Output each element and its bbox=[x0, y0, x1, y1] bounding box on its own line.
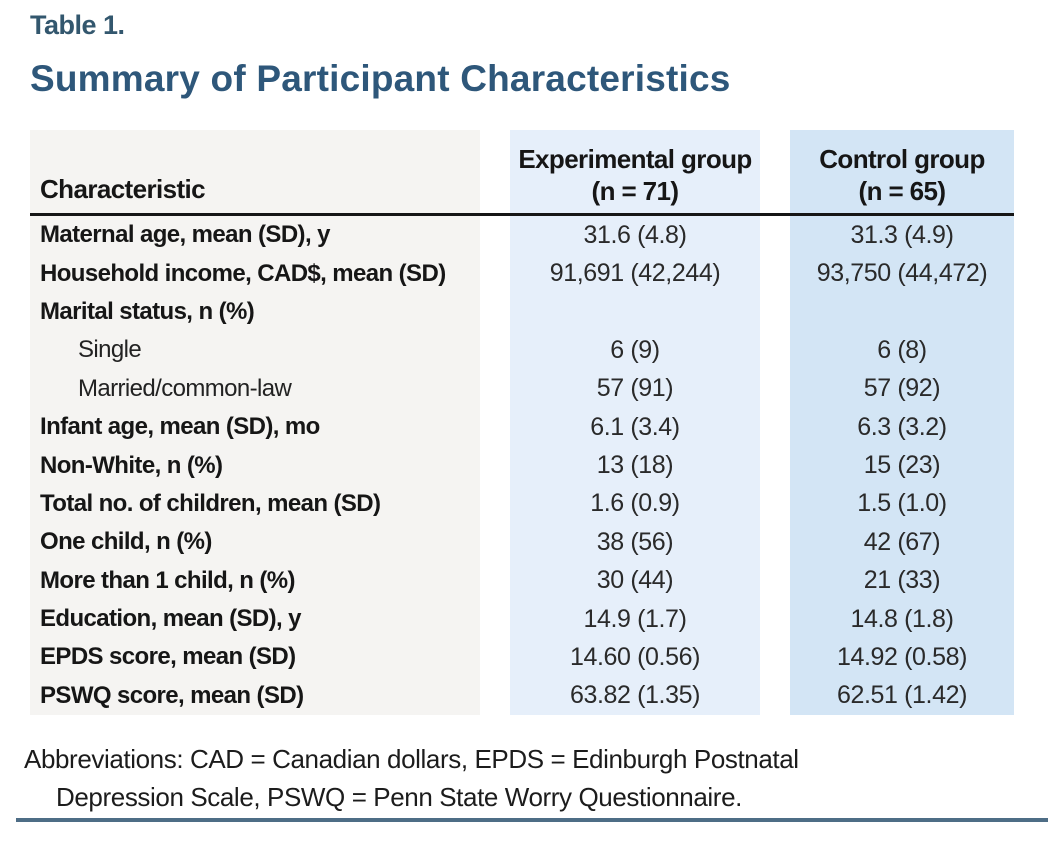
column-gap bbox=[480, 676, 510, 716]
control-value: 1.5 (1.0) bbox=[790, 484, 1014, 524]
column-gap bbox=[480, 446, 510, 485]
column-gap bbox=[480, 407, 510, 447]
row-label: PSWQ score, mean (SD) bbox=[30, 676, 480, 716]
column-gap bbox=[480, 523, 510, 562]
experimental-value: 63.82 (1.35) bbox=[510, 676, 760, 716]
control-value: 42 (67) bbox=[790, 523, 1014, 562]
control-value: 93,750 (44,472) bbox=[790, 254, 1014, 293]
column-gap bbox=[760, 216, 790, 255]
experimental-value: 57 (91) bbox=[510, 369, 760, 408]
column-gap bbox=[760, 130, 790, 216]
control-value: 62.51 (1.42) bbox=[790, 676, 1014, 716]
column-gap bbox=[480, 254, 510, 293]
column-header-control: Control group (n = 65) bbox=[790, 130, 1014, 216]
row-label: EPDS score, mean (SD) bbox=[30, 638, 480, 677]
page-title: Summary of Participant Characteristics bbox=[30, 58, 731, 99]
experimental-value: 6 (9) bbox=[510, 331, 760, 370]
footnote-line-1: Abbreviations: CAD = Canadian dollars, E… bbox=[24, 744, 799, 774]
column-gap bbox=[760, 599, 790, 639]
column-gap bbox=[480, 484, 510, 524]
row-label: Non-White, n (%) bbox=[30, 446, 480, 485]
row-label: Married/common-law bbox=[30, 369, 480, 408]
experimental-value: 30 (44) bbox=[510, 561, 760, 600]
column-header-experimental: Experimental group (n = 71) bbox=[510, 130, 760, 216]
experimental-value: 14.60 (0.56) bbox=[510, 638, 760, 677]
control-group-label: Control group bbox=[819, 144, 985, 174]
experimental-value: 31.6 (4.8) bbox=[510, 216, 760, 255]
row-label: More than 1 child, n (%) bbox=[30, 561, 480, 600]
column-gap bbox=[480, 130, 510, 216]
column-gap bbox=[760, 254, 790, 293]
column-gap bbox=[480, 599, 510, 639]
control-value: 6.3 (3.2) bbox=[790, 407, 1014, 447]
column-gap bbox=[760, 292, 790, 332]
control-value bbox=[790, 292, 1014, 332]
control-group-n: (n = 65) bbox=[858, 176, 947, 206]
column-gap bbox=[760, 484, 790, 524]
table-footnote: Abbreviations: CAD = Canadian dollars, E… bbox=[24, 740, 1004, 816]
bottom-rule bbox=[16, 818, 1048, 822]
control-value: 6 (8) bbox=[790, 331, 1014, 370]
experimental-group-n: (n = 71) bbox=[591, 176, 680, 206]
experimental-value: 1.6 (0.9) bbox=[510, 484, 760, 524]
row-label: Household income, CAD$, mean (SD) bbox=[30, 254, 480, 293]
control-value: 14.92 (0.58) bbox=[790, 638, 1014, 677]
row-label: Maternal age, mean (SD), y bbox=[30, 216, 480, 255]
row-label: Total no. of children, mean (SD) bbox=[30, 484, 480, 524]
control-value: 57 (92) bbox=[790, 369, 1014, 408]
row-label: Single bbox=[30, 331, 480, 370]
control-value: 31.3 (4.9) bbox=[790, 216, 1014, 255]
column-gap bbox=[760, 561, 790, 600]
column-gap bbox=[480, 216, 510, 255]
control-value: 15 (23) bbox=[790, 446, 1014, 485]
column-gap bbox=[760, 523, 790, 562]
row-label: Infant age, mean (SD), mo bbox=[30, 407, 480, 447]
experimental-value: 38 (56) bbox=[510, 523, 760, 562]
column-gap bbox=[760, 407, 790, 447]
column-gap bbox=[480, 292, 510, 332]
column-gap bbox=[760, 331, 790, 370]
table-number-label: Table 1. bbox=[30, 10, 125, 40]
footnote-line-2: Depression Scale, PSWQ = Penn State Worr… bbox=[56, 782, 742, 812]
experimental-group-label: Experimental group bbox=[518, 144, 752, 174]
control-value: 21 (33) bbox=[790, 561, 1014, 600]
column-gap bbox=[480, 331, 510, 370]
column-gap bbox=[480, 638, 510, 677]
column-gap bbox=[760, 638, 790, 677]
column-header-characteristic: Characteristic bbox=[30, 130, 480, 216]
column-gap bbox=[760, 446, 790, 485]
row-label: Education, mean (SD), y bbox=[30, 599, 480, 639]
column-gap bbox=[760, 369, 790, 408]
control-value: 14.8 (1.8) bbox=[790, 599, 1014, 639]
column-gap bbox=[760, 676, 790, 716]
experimental-value: 13 (18) bbox=[510, 446, 760, 485]
experimental-value: 6.1 (3.4) bbox=[510, 407, 760, 447]
column-header-characteristic-label: Characteristic bbox=[40, 174, 206, 204]
experimental-value: 91,691 (42,244) bbox=[510, 254, 760, 293]
column-gap bbox=[480, 561, 510, 600]
column-gap bbox=[480, 369, 510, 408]
experimental-value: 14.9 (1.7) bbox=[510, 599, 760, 639]
row-label: Marital status, n (%) bbox=[30, 292, 480, 332]
row-label: One child, n (%) bbox=[30, 523, 480, 562]
experimental-value bbox=[510, 292, 760, 332]
summary-table: Characteristic Experimental group (n = 7… bbox=[30, 130, 1014, 716]
